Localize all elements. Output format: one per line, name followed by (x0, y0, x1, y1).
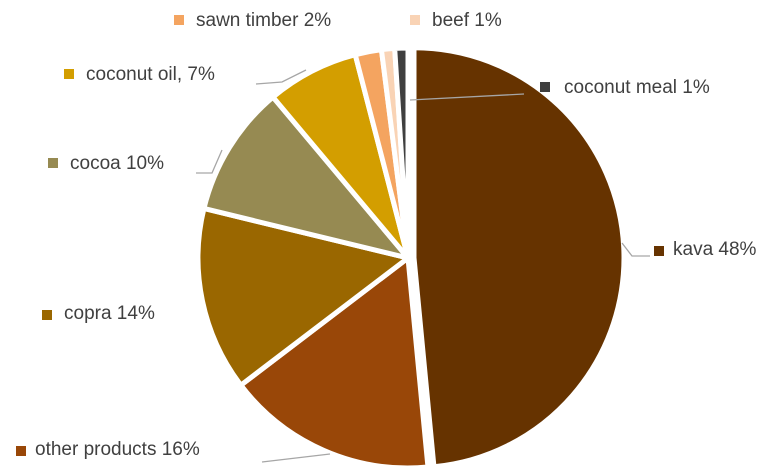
label-marker-copra (42, 310, 52, 320)
leader-line-coconut-oil (255, 69, 307, 85)
pie-slice-copra (195, 205, 411, 388)
data-label-beef: beef 1% (432, 10, 502, 31)
label-marker-kava (654, 246, 664, 256)
pie-slice-cocoa (201, 94, 411, 261)
label-marker-cocoa (48, 158, 58, 168)
pie-slice-coconut-meal (392, 45, 411, 261)
leader-line-cocoa (196, 149, 223, 174)
pie-slice-kava (411, 45, 627, 468)
leader-line-kava (621, 242, 650, 257)
leader-line-coconut-meal (409, 93, 525, 101)
data-label-coconut-oil: coconut oil, 7% (86, 64, 215, 85)
data-label-cocoa: cocoa 10% (70, 153, 164, 174)
data-label-sawn-timber: sawn timber 2% (196, 10, 331, 31)
leader-lines (196, 69, 650, 463)
label-marker-coconut-oil (64, 69, 74, 79)
label-marker-beef (410, 15, 420, 25)
label-marker-other-products (16, 446, 26, 456)
pie-slices (195, 45, 627, 468)
label-marker-sawn-timber (174, 15, 184, 25)
data-label-copra: copra 14% (64, 303, 155, 324)
leader-line-other-products (261, 453, 331, 463)
label-marker-coconut-meal (540, 82, 550, 92)
data-labels: kava 48% other products 16% copra 14% cocoa… (16, 10, 757, 460)
data-label-other-products: other products 16% (35, 439, 200, 460)
data-label-coconut-meal: coconut meal 1% (564, 77, 710, 98)
data-label-kava: kava 48% (673, 239, 757, 260)
